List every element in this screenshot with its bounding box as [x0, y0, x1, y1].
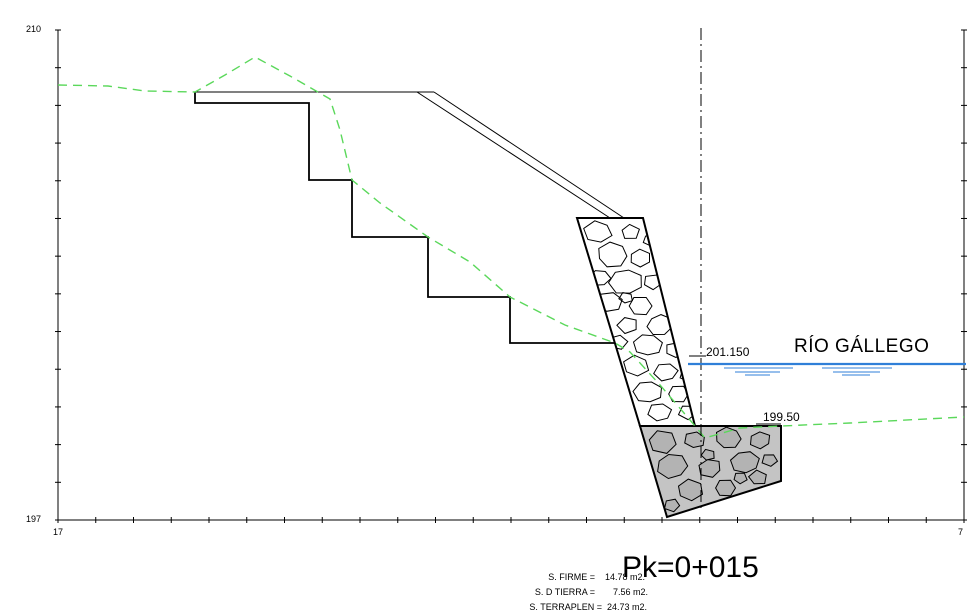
riprap-stone — [598, 241, 628, 268]
footing-stone — [684, 431, 705, 449]
riprap-stone — [668, 385, 689, 403]
water-symbol-left — [724, 367, 793, 376]
area-value: 24.73 m2. — [607, 602, 648, 612]
axis-frame — [57, 30, 965, 521]
riprap-stone — [583, 220, 613, 243]
y-axis-bottom-label: 197 — [26, 514, 42, 524]
slope-line-inner — [433, 91, 625, 219]
riprap-stone — [628, 297, 653, 316]
footing-stone — [648, 430, 677, 454]
x-axis-right-label: 7 — [958, 527, 964, 537]
excavation-step-profile — [194, 92, 615, 344]
river-name-label: RÍO GÁLLEGO — [794, 336, 930, 357]
chainage-label: Pk=0+015 — [622, 551, 759, 584]
footing-stone — [747, 469, 767, 485]
x-axis-left-label: 17 — [53, 527, 64, 537]
footing-stone — [664, 498, 681, 513]
water-symbol-right — [822, 367, 892, 376]
riprap-wall — [575, 217, 697, 427]
riprap-stone — [632, 381, 663, 403]
riprap-stone — [632, 334, 663, 356]
footing-stone — [715, 479, 737, 497]
footing-stone — [715, 426, 742, 449]
riprap-stone — [653, 363, 679, 382]
area-value: 14.78 m2. — [605, 572, 646, 582]
area-value: 7.56 m2. — [613, 587, 649, 597]
water-level-label: 201.150 — [706, 345, 750, 359]
riprap-stone — [623, 354, 650, 377]
river-water — [688, 362, 966, 376]
riprap-stone — [616, 317, 637, 335]
riprap-stone — [647, 403, 673, 422]
riprap-stone — [630, 248, 650, 268]
base-level-label: 199.50 — [763, 410, 800, 424]
footing-stone — [749, 431, 771, 450]
footing-stone — [677, 478, 704, 502]
footing-stone — [698, 459, 721, 478]
riprap-stone — [596, 292, 623, 312]
footing-stone — [657, 453, 689, 480]
riprap-stone — [618, 292, 633, 304]
footing-stone — [733, 472, 748, 485]
embankment-slope — [195, 91, 625, 219]
concrete-footing — [638, 425, 782, 519]
area-label: S. TERRAPLEN = — [529, 602, 602, 612]
y-axis-top-label: 210 — [26, 24, 42, 34]
riprap-stone — [672, 328, 687, 341]
original-ground-line — [57, 56, 965, 439]
footing-stone — [761, 454, 779, 467]
slope-line-outer — [416, 91, 611, 219]
axis-ticks — [55, 29, 967, 523]
footing-stone — [729, 451, 760, 474]
riprap-stone — [621, 223, 641, 239]
area-label: S. FIRME = — [548, 572, 595, 582]
footing-stone — [700, 448, 715, 461]
area-label: S. D TIERRA = — [534, 587, 595, 597]
